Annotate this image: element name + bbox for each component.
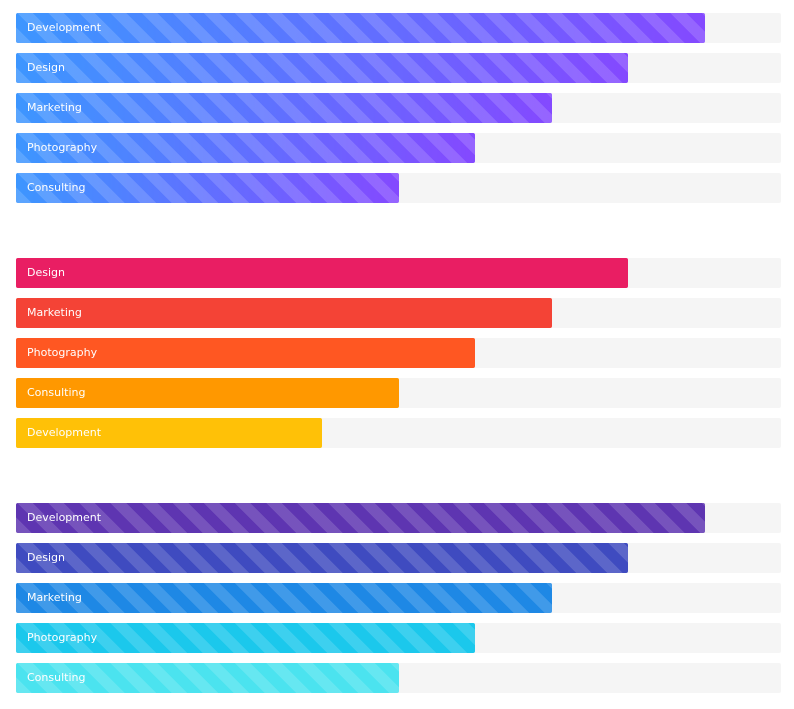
bar-consulting: Consulting (16, 173, 399, 203)
bar-label: Development (27, 426, 102, 439)
bar-track: Photography (16, 133, 781, 163)
bar-development: Development (16, 13, 705, 43)
bar-label: Design (27, 266, 65, 279)
bar-design: Design (16, 258, 628, 288)
bar-track: Consulting (16, 378, 781, 408)
bar-label: Design (27, 61, 65, 74)
bar-label: Consulting (27, 386, 86, 399)
bar-label: Design (27, 551, 65, 564)
bar-track: Consulting (16, 663, 781, 693)
bar-label: Photography (27, 346, 98, 359)
bar-track: Marketing (16, 583, 781, 613)
bar-photography: Photography (16, 133, 475, 163)
bar-marketing: Marketing (16, 583, 552, 613)
bar-consulting: Consulting (16, 663, 399, 693)
bar-development: Development (16, 503, 705, 533)
bar-track: Design (16, 543, 781, 573)
bar-track: Photography (16, 623, 781, 653)
bar-track: Development (16, 13, 781, 43)
bar-photography: Photography (16, 623, 475, 653)
skill-bars-solid: Design Marketing Photography Consulting Deve… (16, 258, 781, 458)
bar-label: Marketing (27, 101, 82, 114)
bar-design: Design (16, 53, 628, 83)
bar-label: Development (27, 511, 102, 524)
bar-label: Consulting (27, 181, 86, 194)
bar-label: Marketing (27, 306, 82, 319)
skill-bars-gradient-striped: Development Design Marketing Photography Con… (16, 13, 781, 213)
bar-marketing: Marketing (16, 298, 552, 328)
skill-bars-colored-striped: Development Design Marketing Photography Con… (16, 503, 781, 703)
bar-marketing: Marketing (16, 93, 552, 123)
bar-label: Photography (27, 141, 98, 154)
bar-photography: Photography (16, 338, 475, 368)
bar-design: Design (16, 543, 628, 573)
bar-track: Development (16, 418, 781, 448)
bar-track: Consulting (16, 173, 781, 203)
bar-consulting: Consulting (16, 378, 399, 408)
bar-development: Development (16, 418, 322, 448)
bar-track: Design (16, 53, 781, 83)
bar-track: Marketing (16, 93, 781, 123)
bar-track: Development (16, 503, 781, 533)
bar-label: Marketing (27, 591, 82, 604)
bar-label: Development (27, 21, 102, 34)
bar-track: Photography (16, 338, 781, 368)
bar-label: Consulting (27, 671, 86, 684)
bar-label: Photography (27, 631, 98, 644)
bar-track: Design (16, 258, 781, 288)
bar-track: Marketing (16, 298, 781, 328)
